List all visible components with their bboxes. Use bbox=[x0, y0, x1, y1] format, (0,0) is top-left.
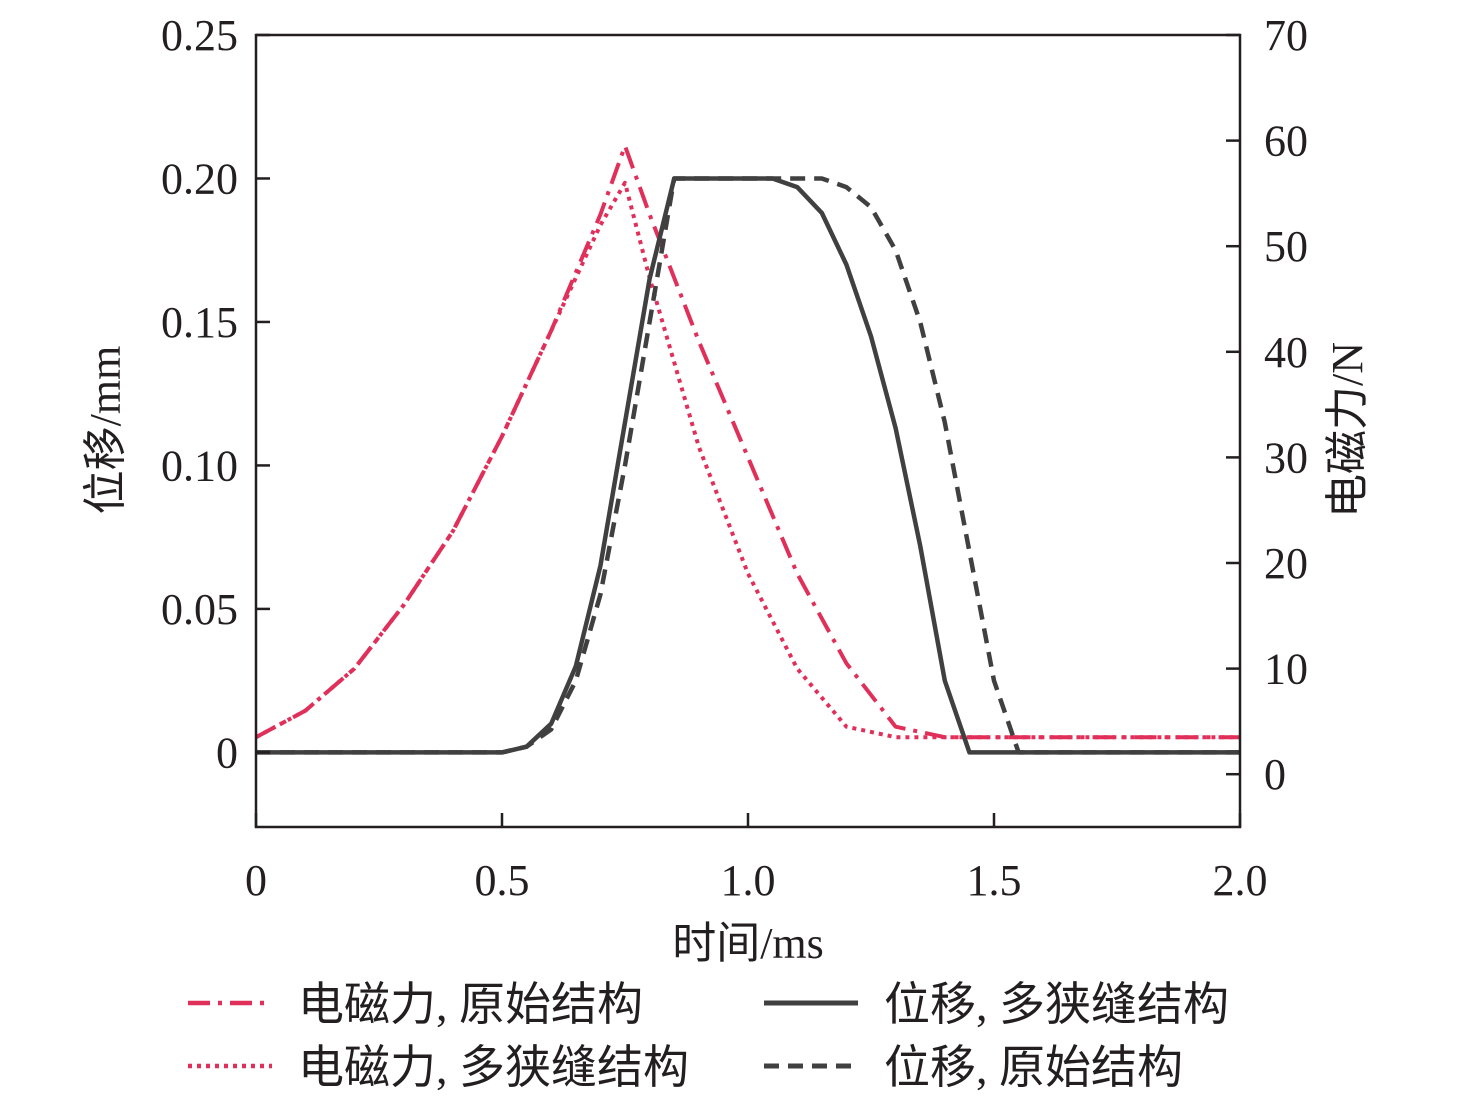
y-right-tick-label: 0 bbox=[1264, 750, 1286, 799]
y-right-axis-label: 电磁力/N bbox=[1323, 342, 1372, 518]
y-left-axis-ticks: 0 0.05 0.10 0.15 0.20 0.25 bbox=[161, 11, 270, 777]
y-right-axis-ticks: 0 10 20 30 40 50 60 70 bbox=[1226, 11, 1308, 799]
y-left-tick-label: 0.25 bbox=[161, 11, 238, 60]
line-disp-original bbox=[256, 176, 1240, 755]
y-right-tick-label: 60 bbox=[1264, 117, 1308, 166]
legend-label-force-original: 电磁力, 原始结构 bbox=[298, 979, 643, 1030]
y-right-tick-label: 30 bbox=[1264, 433, 1308, 482]
line-disp-slit bbox=[256, 176, 1240, 755]
y-right-tick-label: 70 bbox=[1264, 11, 1308, 60]
x-axis-ticks: 0 0.5 1.0 1.5 2.0 bbox=[245, 813, 1268, 905]
y-right-tick-label: 50 bbox=[1264, 222, 1308, 271]
x-tick-label: 0.5 bbox=[475, 856, 530, 905]
y-left-tick-label: 0.15 bbox=[161, 298, 238, 347]
x-axis-label: 时间/ms bbox=[672, 919, 824, 968]
y-left-tick-label: 0.05 bbox=[161, 585, 238, 634]
y-left-tick-label: 0 bbox=[216, 728, 238, 777]
line-force-slit bbox=[255, 180, 1240, 740]
x-tick-label: 1.5 bbox=[967, 856, 1022, 905]
y-left-tick-label: 0.20 bbox=[161, 154, 238, 203]
y-right-tick-label: 20 bbox=[1264, 539, 1308, 588]
plot-frame bbox=[254, 33, 1242, 829]
x-tick-label: 2.0 bbox=[1213, 856, 1268, 905]
x-tick-label: 1.0 bbox=[721, 856, 776, 905]
legend: 电磁力, 原始结构 电磁力, 多狭缝结构 位移, 多狭缝结构 位移, 原始结构 bbox=[188, 979, 1229, 1093]
plot-lines bbox=[255, 143, 1240, 755]
legend-label-disp-slit: 位移, 多狭缝结构 bbox=[884, 979, 1229, 1030]
y-left-axis-label: 位移/mm bbox=[81, 346, 130, 515]
y-left-tick-label: 0.10 bbox=[161, 441, 238, 490]
legend-label-force-slit: 电磁力, 多狭缝结构 bbox=[298, 1042, 689, 1093]
line-force-original bbox=[255, 143, 1240, 740]
x-tick-label: 0 bbox=[245, 856, 267, 905]
legend-label-disp-original: 位移, 原始结构 bbox=[884, 1042, 1183, 1093]
y-right-tick-label: 40 bbox=[1264, 328, 1308, 377]
y-right-tick-label: 10 bbox=[1264, 645, 1308, 694]
